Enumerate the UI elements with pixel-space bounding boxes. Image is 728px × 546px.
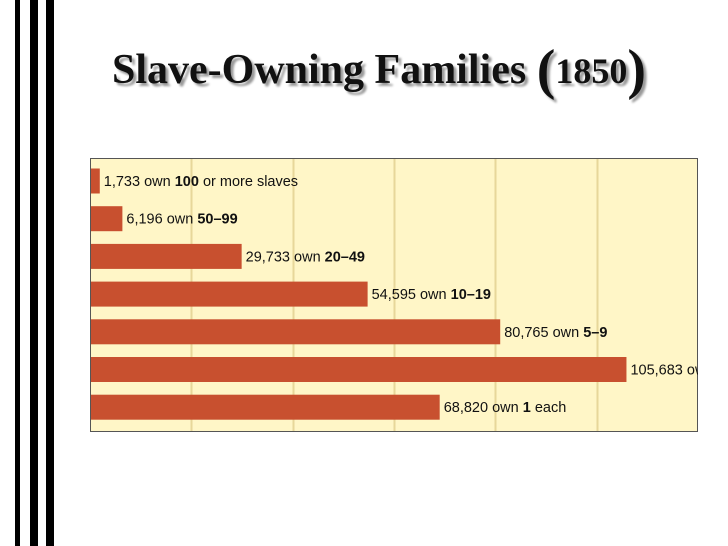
label-own: own (163, 212, 198, 228)
label-own: own (683, 363, 698, 379)
bar-2 (91, 206, 123, 232)
label-suffix: each (531, 400, 566, 416)
data-label-3: 29,733 own 20–49 (246, 249, 365, 265)
bar-4 (91, 281, 368, 307)
label-range: 20–49 (325, 249, 365, 265)
label-suffix: or more slaves (199, 174, 298, 190)
label-range: 100 (175, 174, 199, 190)
title-main: Slave-Owning Families (112, 47, 537, 93)
bar-5 (91, 319, 501, 345)
title-paren-open: ( (536, 39, 556, 101)
label-own: own (140, 174, 175, 190)
data-label-1: 1,733 own 100 or more slaves (104, 174, 298, 190)
bar-7 (91, 394, 440, 420)
title-paren-close: ) (627, 39, 646, 101)
label-own: own (416, 287, 451, 303)
label-own: own (549, 325, 584, 341)
label-own: own (488, 400, 523, 416)
label-range: 50–99 (197, 212, 237, 228)
label-count: 68,820 (444, 400, 488, 416)
bar-6 (91, 357, 627, 382)
bar-1 (91, 168, 100, 194)
data-label-6: 105,683 own 2–4 (630, 363, 698, 379)
data-label-2: 6,196 own 50–99 (126, 212, 237, 228)
label-count: 1,733 (104, 174, 140, 190)
bar-chart: 1,733 own 100 or more slaves 6,196 own 50… (90, 158, 698, 432)
left-stripe-1 (15, 0, 20, 546)
title-year: 1850 (555, 51, 628, 91)
label-range: 10–19 (451, 287, 491, 303)
label-count: 6,196 (126, 212, 162, 228)
label-count: 29,733 (246, 249, 290, 265)
data-label-7: 68,820 own 1 each (444, 400, 567, 416)
slide-title: Slave-Owning Families (1850) (112, 38, 646, 102)
label-range: 1 (523, 400, 531, 416)
left-stripe-3 (46, 0, 54, 546)
data-label-5: 80,765 own 5–9 (504, 325, 607, 341)
label-count: 105,683 (630, 363, 682, 379)
left-stripe-2 (30, 0, 38, 546)
label-count: 80,765 (504, 325, 548, 341)
bar-3 (91, 243, 242, 269)
label-range: 5–9 (583, 325, 607, 341)
label-own: own (290, 249, 325, 265)
label-count: 54,595 (372, 287, 416, 303)
data-label-4: 54,595 own 10–19 (372, 287, 491, 303)
